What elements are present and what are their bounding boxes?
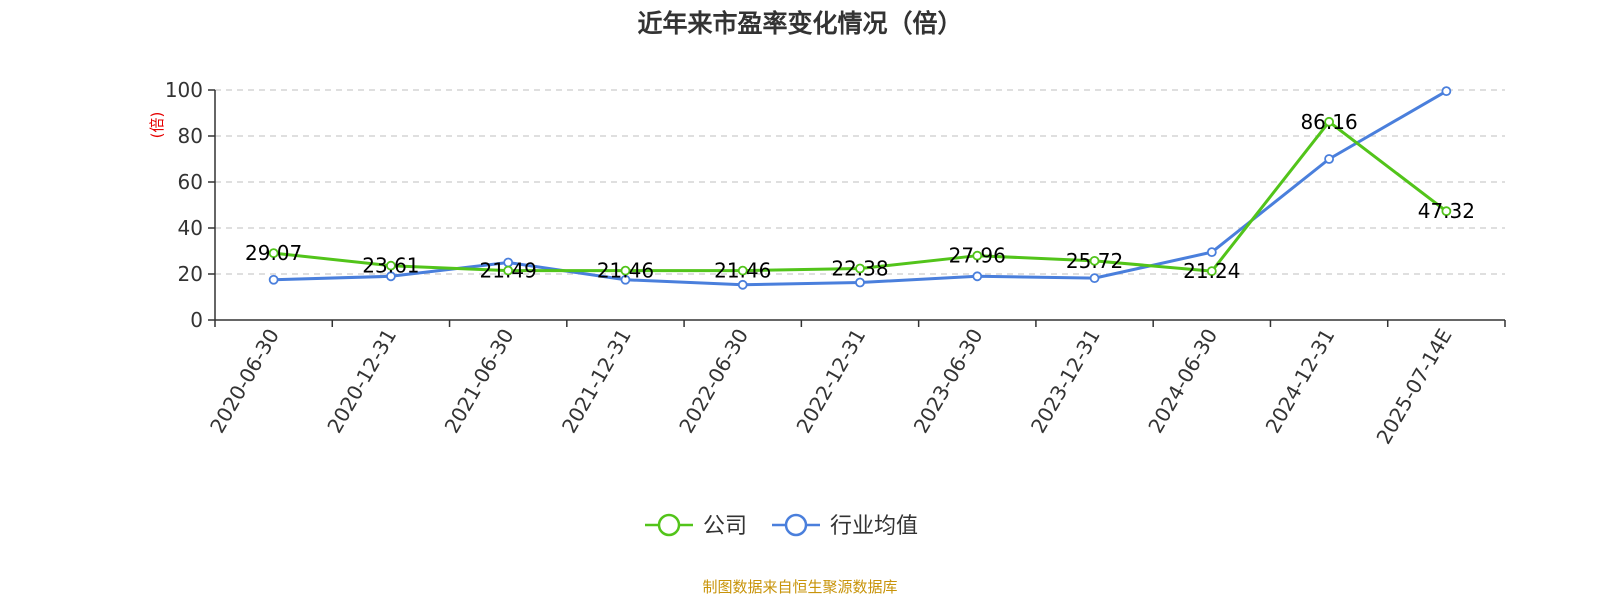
data-label: 23.61 xyxy=(362,254,419,278)
y-tick-label: 100 xyxy=(165,78,203,102)
y-axis-label: (倍) xyxy=(148,112,166,139)
data-point xyxy=(268,274,279,285)
source-note: 制图数据来自恒生聚源数据库 xyxy=(702,578,897,596)
data-point xyxy=(1324,154,1334,164)
x-tick-label: 2022-06-30 xyxy=(674,325,753,438)
data-point xyxy=(1089,273,1100,284)
data-point xyxy=(503,265,514,276)
y-tick-label: 40 xyxy=(178,216,203,240)
legend-item-0[interactable]: 公司 xyxy=(645,513,747,539)
y-tick-label: 60 xyxy=(178,170,203,194)
x-tick-label: 2023-12-31 xyxy=(1026,325,1105,438)
data-label: 21.46 xyxy=(714,259,771,283)
data-label: 21.49 xyxy=(480,259,537,283)
data-point xyxy=(386,271,396,282)
data-point xyxy=(386,260,396,271)
x-tick-label: 2024-06-30 xyxy=(1143,325,1222,438)
data-point xyxy=(1441,86,1452,97)
legend-item-1[interactable]: 行业均值 xyxy=(772,513,918,539)
data-point xyxy=(855,263,865,274)
data-point xyxy=(1206,266,1217,277)
data-point xyxy=(620,274,631,285)
series-lines xyxy=(268,86,1452,290)
data-point xyxy=(737,279,748,290)
data-label: 21.24 xyxy=(1183,259,1240,283)
data-label: 22.38 xyxy=(831,257,888,281)
data-label: 29.07 xyxy=(245,241,302,265)
y-tick-label: 20 xyxy=(178,262,203,286)
x-tick-label: 2025-07-14E xyxy=(1371,325,1456,449)
x-tick-label: 2020-12-31 xyxy=(322,324,401,437)
grid-lines xyxy=(215,89,1505,275)
data-point xyxy=(1089,255,1100,266)
legend-label: 行业均值 xyxy=(830,514,918,539)
data-label: 27.96 xyxy=(949,244,1006,268)
x-tick-label: 2021-06-30 xyxy=(440,325,519,438)
series-line-0 xyxy=(273,120,1448,273)
data-point xyxy=(1441,206,1452,217)
data-point xyxy=(620,265,631,276)
legend: 公司 行业均值 xyxy=(645,513,918,539)
data-label: 21.46 xyxy=(597,259,654,283)
data-point xyxy=(972,250,983,261)
legend-marker xyxy=(784,513,808,537)
data-point xyxy=(737,265,748,276)
x-tick-label: 2023-06-30 xyxy=(909,325,988,438)
x-tick-label: 2021-12-31 xyxy=(557,325,636,438)
legend-label: 公司 xyxy=(703,514,747,539)
data-label: 47.32 xyxy=(1418,199,1475,223)
y-tick-label: 80 xyxy=(178,124,203,148)
y-tick-label: 0 xyxy=(190,308,203,332)
data-label: 25.72 xyxy=(1066,249,1123,273)
data-point xyxy=(1206,247,1217,258)
data-point xyxy=(972,271,983,282)
x-tick-label: 2020-06-30 xyxy=(205,325,284,438)
data-labels: 29.07 23.61 21.49 21.46 21.46 22.38 27.96 25.72… xyxy=(245,110,1475,283)
data-label: 86.16 xyxy=(1300,110,1357,134)
x-tick-label: 2024-12-31 xyxy=(1261,325,1340,438)
legend-marker xyxy=(657,513,681,537)
data-point xyxy=(268,248,279,259)
data-point xyxy=(1324,116,1334,127)
x-tick-label: 2022-12-31 xyxy=(791,325,870,438)
data-point xyxy=(855,277,865,288)
chart-title: 近年来市盈率变化情况（倍） xyxy=(637,9,962,38)
